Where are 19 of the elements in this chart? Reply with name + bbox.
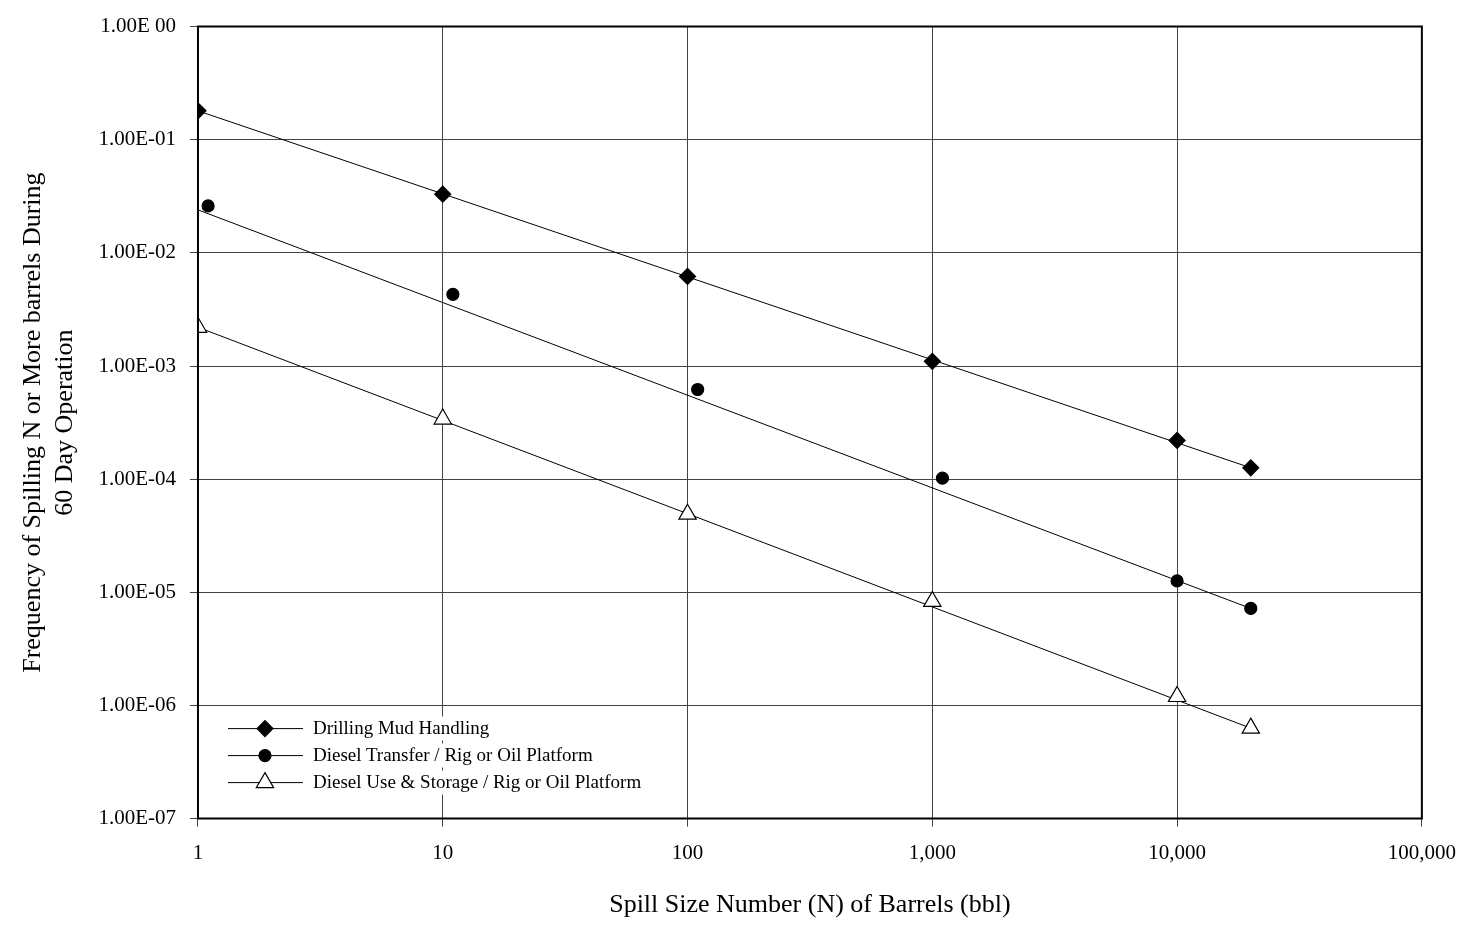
y-tick-label: 1.00E-07 (98, 805, 176, 830)
x-tick-label: 10,000 (1148, 839, 1206, 864)
x-tick-label: 1,000 (908, 839, 956, 864)
legend-label: Diesel Use & Storage / Rig or Oil Platform (312, 770, 642, 792)
y-tick-label: 1.00E-04 (98, 465, 177, 490)
legend-label: Drilling Mud Handling (312, 716, 490, 738)
y-tick-label: 1.00E-02 (98, 239, 176, 264)
x-tick-label: 1 (192, 839, 204, 864)
x-tick-label: 100,000 (1387, 839, 1456, 864)
y-tick-label: 1.00E-06 (98, 691, 176, 716)
x-tick-label: 10 (432, 839, 454, 864)
y-tick-label: 1.00E 00 (100, 13, 176, 38)
y-tick-label: 1.00E-05 (98, 578, 176, 603)
y-axis-title: Frequency of Spilling N or More barrels During 60 Day Operation (17, 172, 78, 673)
legend-label: Diesel Transfer / Rig or Oil Platform (312, 743, 593, 765)
y-tick-label: 1.00E-01 (98, 126, 176, 151)
x-tick-label: 100 (671, 839, 704, 864)
x-axis-title: Spill Size Number (N) of Barrels (bbl) (609, 889, 1011, 919)
y-tick-label: 1.00E-03 (98, 352, 176, 377)
